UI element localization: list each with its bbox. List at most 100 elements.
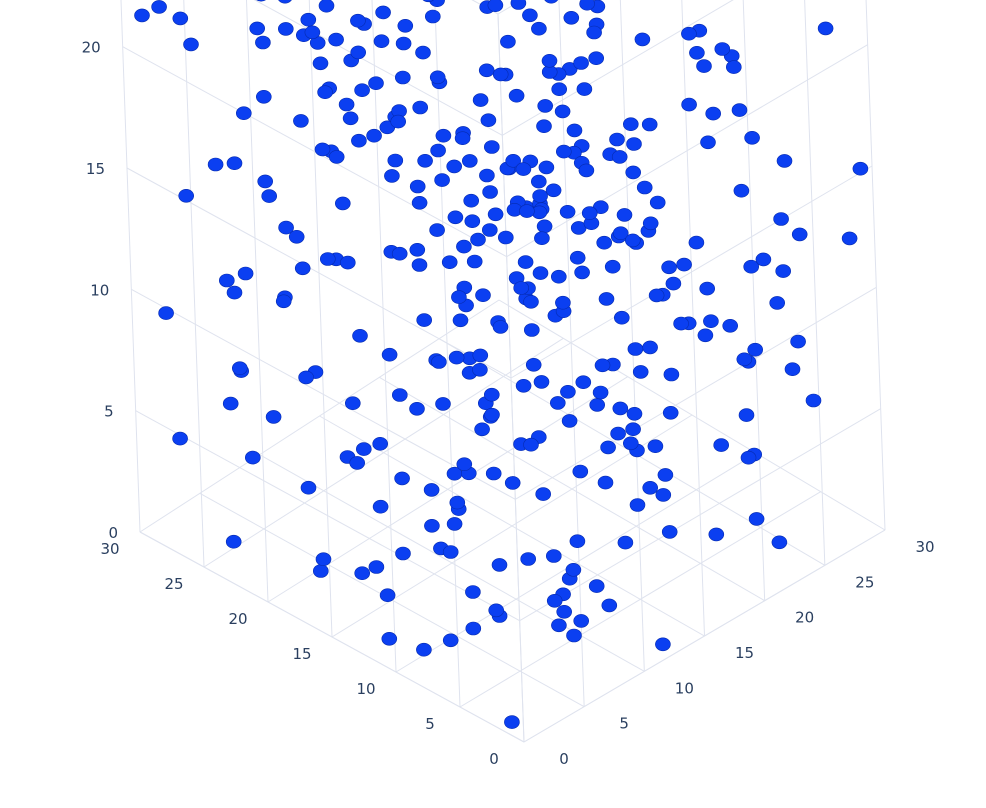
data-point[interactable] (434, 173, 450, 187)
data-point[interactable] (375, 5, 391, 20)
data-point[interactable] (449, 495, 466, 510)
data-point[interactable] (479, 168, 495, 183)
data-point[interactable] (415, 45, 431, 60)
data-point[interactable] (255, 35, 271, 50)
data-point[interactable] (515, 378, 532, 393)
data-point[interactable] (500, 34, 516, 49)
data-point[interactable] (647, 439, 664, 454)
data-point[interactable] (349, 456, 366, 470)
data-point[interactable] (523, 437, 539, 452)
data-point[interactable] (755, 252, 772, 267)
data-point[interactable] (655, 488, 672, 502)
data-point[interactable] (597, 475, 614, 490)
data-point[interactable] (743, 259, 760, 274)
data-point[interactable] (551, 82, 568, 96)
data-point[interactable] (523, 294, 539, 309)
data-point[interactable] (397, 18, 414, 33)
data-point[interactable] (351, 133, 367, 148)
data-point[interactable] (487, 0, 504, 12)
data-point[interactable] (134, 8, 150, 23)
data-point[interactable] (624, 233, 641, 248)
data-point[interactable] (334, 196, 351, 211)
data-point[interactable] (550, 269, 567, 284)
data-point[interactable] (472, 362, 488, 377)
data-point[interactable] (207, 157, 224, 172)
data-point[interactable] (522, 8, 538, 23)
data-point[interactable] (510, 0, 527, 10)
data-point[interactable] (372, 436, 389, 451)
data-point[interactable] (456, 457, 473, 472)
data-point[interactable] (578, 163, 595, 178)
data-point[interactable] (673, 316, 689, 331)
data-point[interactable] (610, 426, 626, 441)
data-point[interactable] (488, 603, 505, 618)
data-point[interactable] (616, 208, 633, 222)
data-point[interactable] (424, 518, 440, 533)
data-point[interactable] (366, 128, 382, 143)
data-point[interactable] (626, 406, 643, 421)
data-point[interactable] (555, 295, 571, 310)
data-point[interactable] (700, 135, 716, 150)
data-point[interactable] (368, 76, 384, 90)
data-point[interactable] (714, 42, 731, 56)
data-point[interactable] (575, 375, 592, 390)
data-point[interactable] (572, 464, 589, 479)
data-point[interactable] (384, 169, 400, 183)
data-point[interactable] (350, 45, 367, 60)
data-point[interactable] (563, 10, 580, 25)
data-point[interactable] (661, 260, 677, 275)
data-point[interactable] (561, 414, 578, 428)
data-point[interactable] (219, 273, 235, 288)
data-point[interactable] (536, 119, 552, 133)
data-point[interactable] (492, 67, 509, 82)
data-point[interactable] (569, 534, 586, 549)
data-point[interactable] (354, 83, 370, 97)
data-point[interactable] (465, 621, 482, 636)
data-point[interactable] (314, 142, 331, 157)
data-point[interactable] (744, 131, 760, 145)
data-point[interactable] (776, 154, 793, 168)
data-point[interactable] (784, 362, 801, 377)
data-point[interactable] (319, 252, 336, 266)
data-point[interactable] (657, 468, 674, 482)
data-point[interactable] (446, 517, 463, 531)
data-point[interactable] (441, 255, 458, 270)
data-point[interactable] (556, 604, 573, 619)
data-point[interactable] (681, 97, 697, 112)
data-point[interactable] (515, 162, 532, 176)
data-point[interactable] (545, 549, 562, 563)
data-point[interactable] (470, 232, 486, 247)
data-point[interactable] (622, 117, 639, 131)
data-point[interactable] (442, 633, 459, 648)
data-point[interactable] (304, 25, 321, 40)
data-point[interactable] (566, 628, 582, 643)
data-point[interactable] (300, 12, 317, 27)
data-point[interactable] (689, 45, 705, 60)
data-point[interactable] (318, 0, 335, 13)
data-point[interactable] (731, 103, 748, 117)
data-point[interactable] (545, 183, 562, 198)
data-point[interactable] (317, 85, 333, 99)
data-point[interactable] (355, 442, 372, 456)
data-point[interactable] (300, 480, 317, 495)
data-point[interactable] (841, 231, 858, 246)
data-point[interactable] (534, 231, 550, 245)
data-point[interactable] (533, 375, 550, 389)
data-point[interactable] (769, 296, 786, 310)
data-point[interactable] (738, 408, 755, 422)
data-point[interactable] (391, 246, 408, 261)
data-point[interactable] (600, 440, 616, 455)
data-point[interactable] (617, 535, 634, 550)
data-point[interactable] (417, 154, 433, 168)
data-point[interactable] (172, 11, 189, 26)
data-point[interactable] (747, 342, 764, 357)
data-point[interactable] (344, 396, 361, 411)
data-point[interactable] (566, 123, 583, 138)
data-point[interactable] (525, 357, 542, 372)
data-point[interactable] (612, 401, 629, 416)
data-point[interactable] (485, 466, 502, 481)
data-point[interactable] (236, 106, 252, 120)
data-point[interactable] (554, 104, 571, 119)
data-point[interactable] (538, 160, 555, 175)
